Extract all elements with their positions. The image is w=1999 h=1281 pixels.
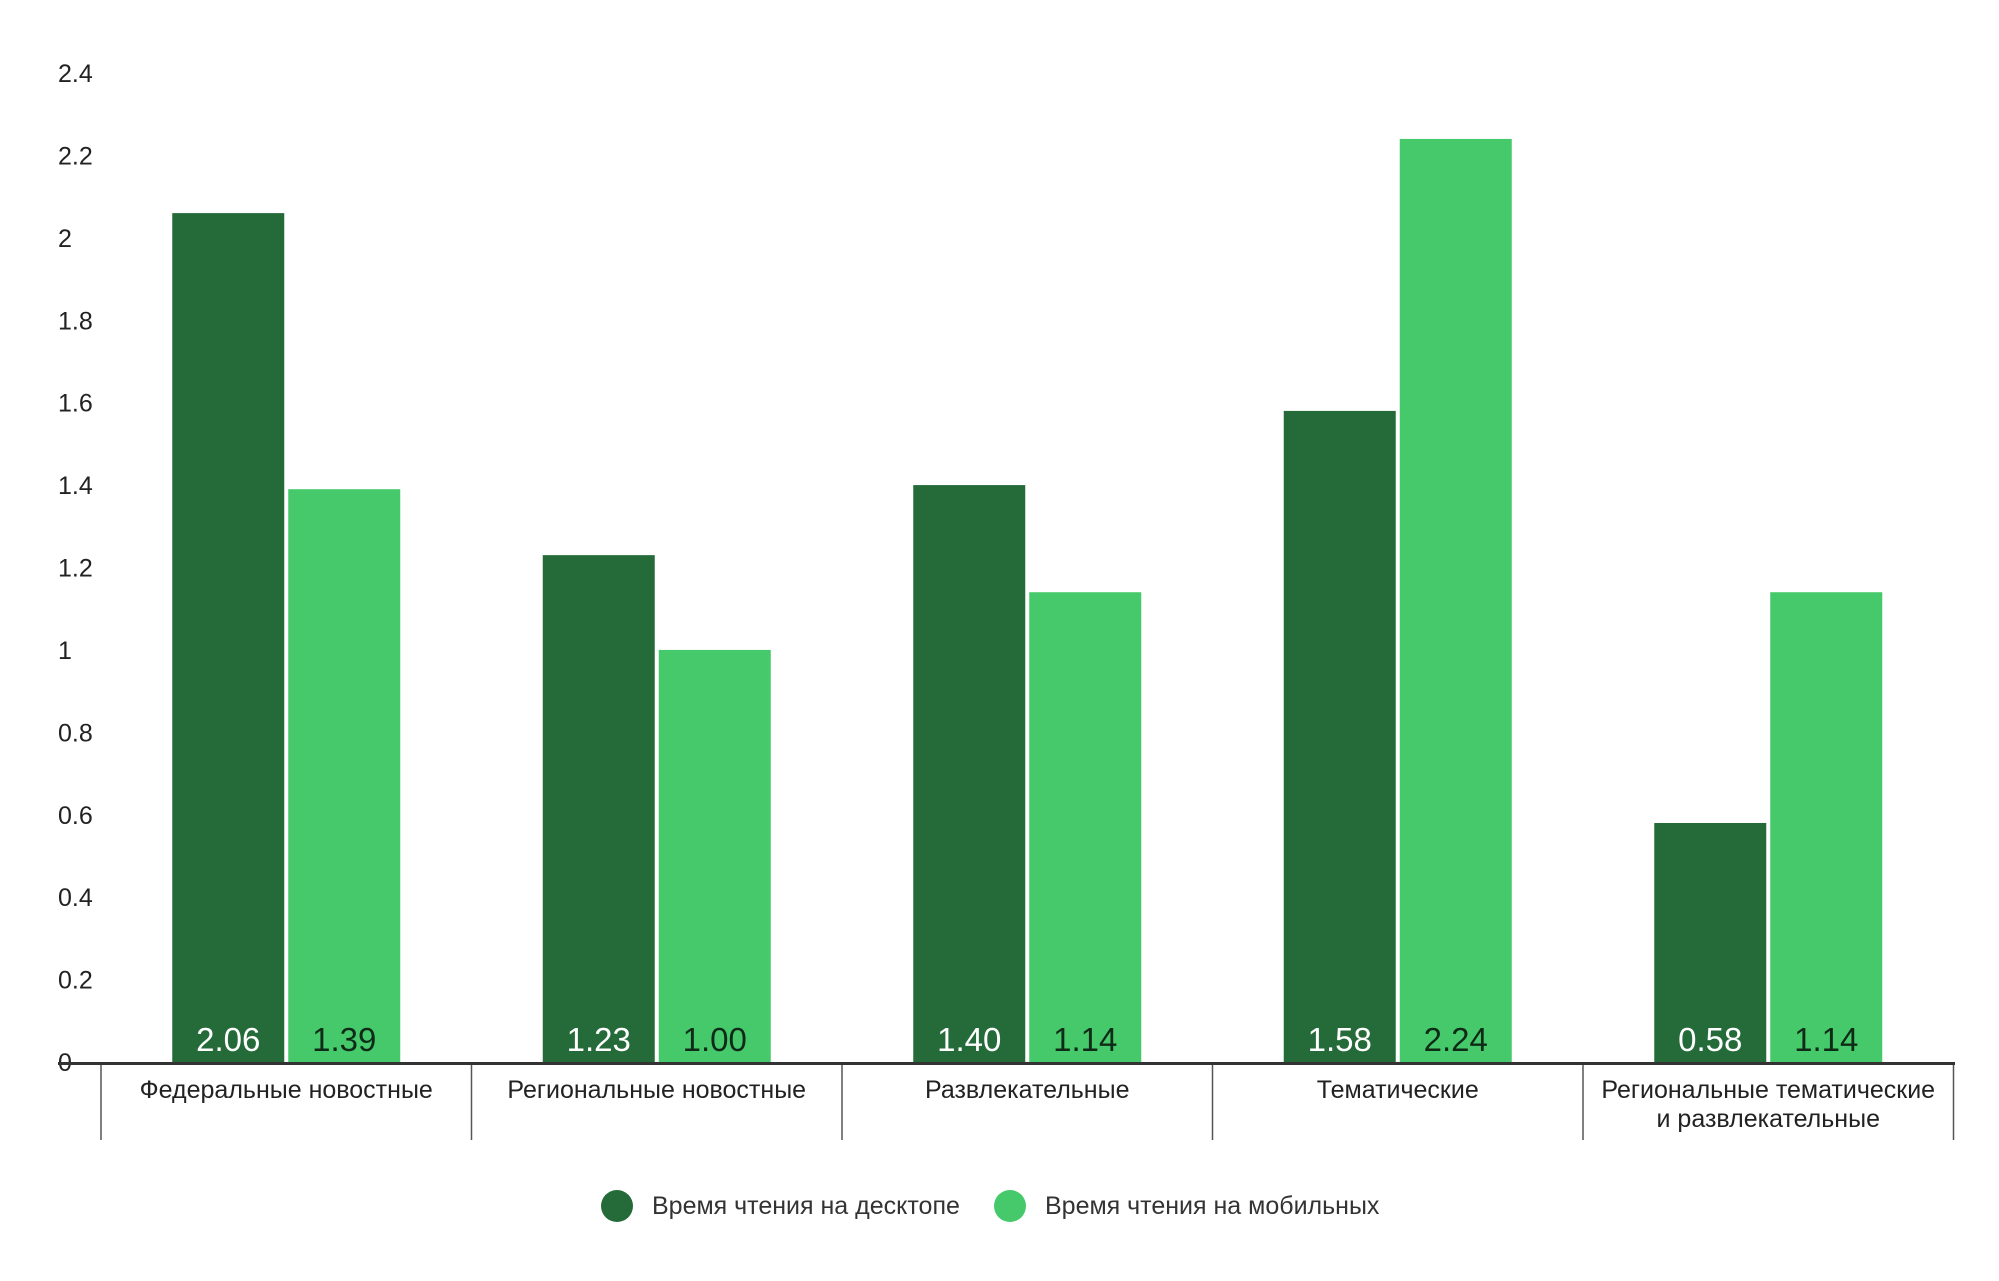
legend-swatch-mobile — [994, 1190, 1026, 1222]
bar-value-label: 2.06 — [196, 1021, 260, 1058]
value-labels: 2.06 1.39 1.23 1.00 1.40 1.14 1.58 2.24 0.58 1.14 — [196, 1021, 1858, 1058]
bar-mobile-2 — [1029, 592, 1142, 1062]
bar-value-label: 1.14 — [1794, 1021, 1858, 1058]
y-tick-label: 0.6 — [58, 802, 93, 830]
bar-desktop-0 — [172, 213, 285, 1062]
y-tick-label: 1.2 — [58, 555, 93, 583]
bar-value-label: 1.58 — [1308, 1021, 1372, 1058]
bar-value-label: 1.39 — [312, 1021, 376, 1058]
y-tick-label: 0.8 — [58, 719, 93, 747]
bar-value-label: 0.58 — [1678, 1021, 1742, 1058]
bar-value-label: 1.14 — [1053, 1021, 1117, 1058]
x-category-label: и развлекательные — [1657, 1105, 1880, 1133]
y-tick-label: 1 — [58, 637, 72, 665]
legend-label-desktop: Время чтения на десктопе — [652, 1192, 960, 1220]
y-tick-label: 2.2 — [58, 142, 93, 170]
x-axis: Федеральные новостные Региональные новост… — [58, 1062, 1955, 1140]
bar-mobile-3 — [1399, 138, 1512, 1062]
bar-mobile-0 — [288, 489, 401, 1062]
y-axis: 00.20.40.60.811.21.41.61.822.22.4 — [58, 60, 93, 1077]
y-tick-label: 2 — [58, 225, 72, 253]
legend-swatch-desktop — [601, 1190, 633, 1222]
x-category-label: Развлекательные — [925, 1076, 1130, 1104]
x-category-label: Региональные тематические — [1601, 1076, 1935, 1104]
y-tick-label: 1.6 — [58, 390, 93, 418]
y-tick-label: 2.4 — [58, 60, 93, 88]
y-tick-label: 1.8 — [58, 307, 93, 335]
x-category-label: Региональные новостные — [507, 1076, 806, 1104]
bar-desktop-4 — [1654, 822, 1767, 1062]
bar-desktop-1 — [542, 555, 655, 1062]
bar-desktop-2 — [913, 485, 1026, 1062]
bar-mobile-1 — [658, 649, 771, 1062]
bar-mobile-4 — [1770, 592, 1883, 1062]
bar-desktop-3 — [1283, 410, 1396, 1062]
legend: Время чтения на десктопе Время чтения на … — [601, 1190, 1380, 1222]
bar-value-label: 2.24 — [1424, 1021, 1488, 1058]
y-tick-label: 1.4 — [58, 472, 93, 500]
y-tick-label: 0.4 — [58, 884, 93, 912]
bar-value-label: 1.00 — [683, 1021, 747, 1058]
bar-value-label: 1.23 — [567, 1021, 631, 1058]
bars — [172, 138, 1883, 1062]
x-category-label: Федеральные новостные — [140, 1076, 433, 1104]
x-category-label: Тематические — [1317, 1076, 1479, 1104]
legend-label-mobile: Время чтения на мобильных — [1045, 1192, 1380, 1220]
y-tick-label: 0.2 — [58, 967, 93, 995]
bar-value-label: 1.40 — [937, 1021, 1001, 1058]
